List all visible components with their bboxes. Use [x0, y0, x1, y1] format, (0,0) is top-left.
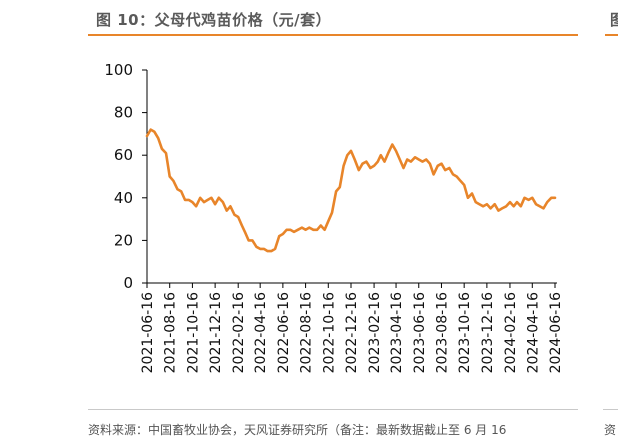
- x-tick-label: 2021-10-16: [185, 292, 201, 373]
- chart-axes: [146, 70, 557, 284]
- x-tick-label: 2022-06-16: [276, 292, 292, 373]
- x-tick-label: 2022-04-16: [253, 292, 269, 373]
- x-tick-label: 2024-04-16: [525, 292, 541, 373]
- series-line-0: [145, 128, 557, 253]
- x-tick-label: 2022-10-16: [321, 292, 337, 373]
- adjacent-source-fragment: 资: [604, 423, 617, 437]
- y-axis-ticks: 0 20 40 60 80 100: [104, 61, 147, 292]
- x-tick-label: 2024-06-16: [548, 292, 564, 373]
- x-tick-label: 2024-02-16: [503, 292, 519, 373]
- x-tick-label: 2023-08-16: [434, 292, 450, 373]
- y-tick-label: 40: [114, 189, 133, 207]
- x-tick-label: 2023-12-16: [480, 292, 496, 373]
- adjacent-footer-divider: [603, 409, 618, 410]
- title-underline: [88, 34, 578, 36]
- adjacent-title-underline: [605, 34, 618, 36]
- plot-area: [145, 128, 557, 253]
- chart-title: 图 10：父母代鸡苗价格（元/套）: [96, 11, 332, 29]
- y-tick-label: 20: [114, 231, 133, 249]
- x-tick-label: 2023-04-16: [389, 292, 405, 373]
- footer-divider: [88, 409, 578, 410]
- y-tick-label: 0: [123, 274, 133, 292]
- x-tick-label: 2021-12-16: [208, 292, 224, 373]
- x-tick-label: 2022-12-16: [344, 292, 360, 373]
- x-axis-ticks: 2021-06-16 2021-08-16 2021-10-16 2021-12-16…: [140, 283, 564, 373]
- x-tick-label: 2021-06-16: [140, 292, 156, 373]
- x-tick-label: 2022-08-16: [299, 292, 315, 373]
- x-tick-label: 2023-06-16: [412, 292, 428, 373]
- source-note: 资料来源：中国畜牧业协会，天风证券研究所（备注：最新数据截止至 6 月 16: [88, 423, 507, 437]
- line-chart: 0 20 40 60 80 100 2021-06-16 2021-08-16 2021-10…: [104, 61, 564, 373]
- y-tick-label: 80: [114, 104, 133, 122]
- x-tick-label: 2022-02-16: [231, 292, 247, 373]
- x-tick-label: 2021-08-16: [163, 292, 179, 373]
- x-tick-label: 2023-02-16: [367, 292, 383, 373]
- adjacent-figure-title-fragment: 图: [610, 11, 618, 29]
- y-tick-label: 60: [114, 146, 133, 164]
- y-tick-label: 100: [104, 61, 133, 79]
- x-tick-label: 2023-10-16: [457, 292, 473, 373]
